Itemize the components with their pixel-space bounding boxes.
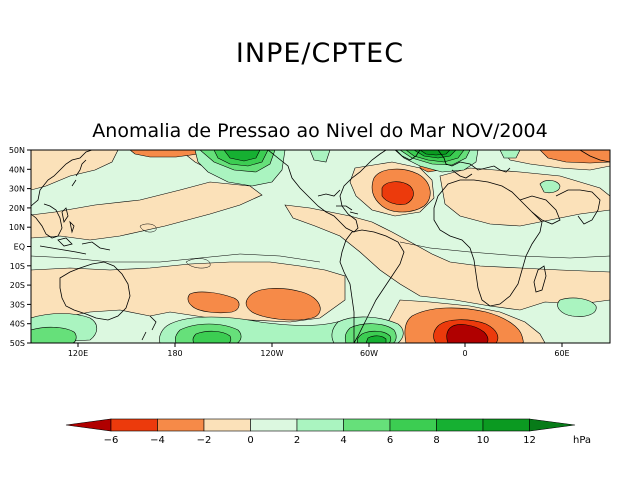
legend-tick-label: −6 [104, 435, 119, 446]
lon-label: 60W [360, 349, 378, 358]
legend-tick-label: 10 [477, 435, 490, 446]
legend-tick-label: 2 [294, 435, 300, 446]
lon-label: 60E [554, 349, 569, 358]
anomaly-neg-extreme [446, 324, 489, 343]
lat-label: 10N [9, 223, 25, 232]
lat-label: 40S [10, 320, 25, 329]
legend-swatch-gt-12 [529, 418, 576, 432]
legend-labels: −6 −4 −2 0 2 4 6 8 10 12 [104, 435, 536, 446]
legend-tick-label: 4 [340, 435, 346, 446]
lon-label: 180 [167, 349, 182, 358]
legend-tick-label: 8 [433, 435, 439, 446]
product-header: INPE/CPTEC [235, 38, 405, 69]
legend-tick-label: −4 [150, 435, 165, 446]
legend-swatch [250, 418, 298, 432]
lat-label: 30N [9, 185, 25, 194]
legend-swatch [296, 418, 344, 432]
lon-label: 120E [68, 349, 88, 358]
legend-swatch [436, 418, 484, 432]
lat-label: 30S [10, 300, 25, 309]
legend-swatch [203, 418, 251, 432]
legend-swatch-lt-6 [65, 418, 112, 432]
lat-label: 50N [9, 146, 25, 155]
lat-label: 10S [10, 262, 25, 271]
lat-ticks [27, 149, 31, 344]
lat-label: 20N [9, 204, 25, 213]
legend-tick-label: 6 [387, 435, 393, 446]
lat-label: 50S [10, 339, 25, 348]
legend-swatch [343, 418, 391, 432]
lat-labels: 50N 40N 30N 20N 10N EQ 10S 20S 30S 40S 5… [9, 146, 25, 348]
lat-label: 40N [9, 165, 25, 174]
lat-label: EQ [14, 243, 25, 252]
legend-swatch [389, 418, 437, 432]
lon-labels: 120E 180 120W 60W 0 60E [68, 349, 570, 358]
legend-unit: hPa [573, 435, 591, 446]
lat-label: 20S [10, 281, 25, 290]
contour-lines [31, 223, 610, 269]
color-legend [65, 418, 576, 432]
legend-tick-label: −2 [197, 435, 212, 446]
lon-ticks [77, 343, 563, 347]
legend-tick-label: 0 [247, 435, 253, 446]
lon-label: 120W [260, 349, 283, 358]
legend-tick-label: 12 [523, 435, 536, 446]
map-title: Anomalia de Pressao ao Nivel do Mar NOV/… [92, 120, 548, 142]
map-panel [31, 150, 610, 343]
lon-label: 0 [462, 349, 467, 358]
legend-swatch [157, 418, 205, 432]
legend-swatch [110, 418, 158, 432]
legend-swatch [482, 418, 530, 432]
coastlines [31, 150, 610, 343]
